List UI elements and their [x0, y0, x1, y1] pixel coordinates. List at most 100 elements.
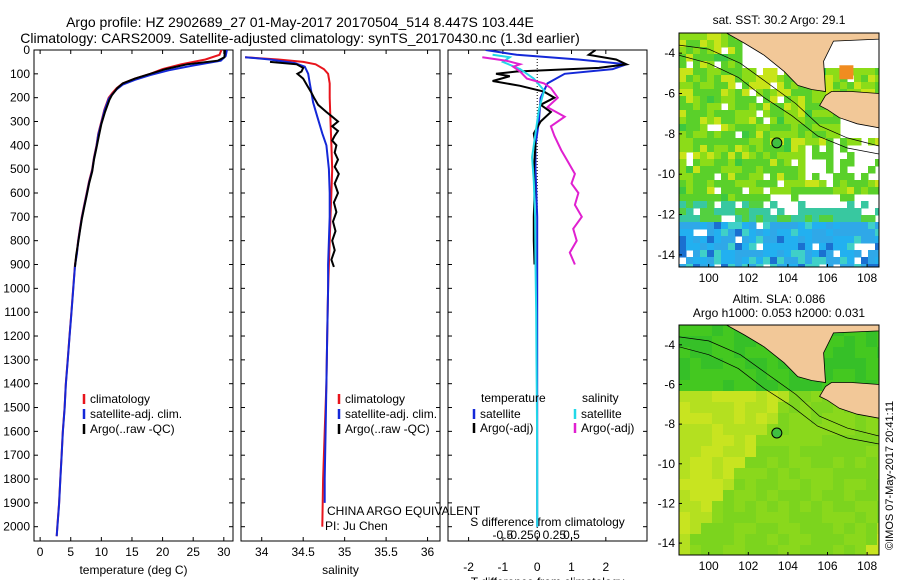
map-cell — [700, 96, 708, 104]
map-cell — [844, 545, 856, 555]
map-cell — [844, 358, 856, 370]
legend-label: Argo(-adj) — [581, 421, 634, 435]
map-cell — [723, 391, 735, 403]
map-cell — [700, 145, 708, 153]
map-cell — [840, 166, 848, 174]
map-cell — [826, 264, 834, 267]
map-field — [679, 325, 879, 555]
lon-tick-label: 106 — [817, 559, 837, 573]
lat-tick-label: -4 — [664, 338, 675, 352]
map-cell — [714, 68, 722, 76]
map-cell — [700, 201, 708, 209]
map-cell — [707, 250, 715, 258]
temperature-panel: 0100200300400500600700800900100011001200… — [3, 43, 234, 577]
map-cell — [707, 89, 715, 97]
legend-title: temperature — [481, 391, 546, 405]
map-cell — [798, 208, 806, 216]
map-cell — [778, 512, 790, 524]
map-cell — [700, 33, 708, 41]
map-cell — [866, 358, 878, 370]
depth-tick-label: 1800 — [3, 472, 30, 486]
map-cell — [714, 40, 722, 48]
map-cell — [721, 257, 729, 265]
map-cell — [811, 468, 823, 480]
map-cell — [791, 103, 799, 111]
depth-tick-label: 1200 — [3, 329, 30, 343]
map-cell — [833, 124, 841, 132]
map-cell — [679, 145, 687, 153]
map-cell — [855, 501, 867, 513]
map-cell — [822, 545, 834, 555]
map-cell — [840, 138, 848, 146]
map-cell — [701, 380, 713, 392]
map-cell — [714, 159, 722, 167]
map-cell — [686, 194, 694, 202]
map-cell — [728, 124, 736, 132]
map-cell — [700, 215, 708, 223]
map-cell — [826, 75, 834, 83]
map-cell — [679, 96, 687, 104]
map-cell — [822, 347, 834, 359]
map-cell — [847, 208, 855, 216]
map-cell — [721, 229, 729, 237]
map-cell — [734, 490, 746, 502]
map-cell — [735, 40, 743, 48]
map-cell — [877, 413, 879, 425]
map-cell — [693, 47, 701, 55]
map-cell — [693, 236, 701, 244]
depth-tick-label: 1100 — [4, 305, 30, 319]
map-cell — [742, 68, 750, 76]
map-cell — [777, 131, 785, 139]
map-cell — [812, 145, 820, 153]
map-cell — [770, 173, 778, 181]
map-cell — [770, 110, 778, 118]
x-tick-label: 10 — [95, 545, 109, 559]
map-cell — [819, 152, 827, 160]
map-cell — [798, 152, 806, 160]
map-cell — [700, 89, 708, 97]
map-cell — [826, 82, 834, 90]
map-cell — [693, 96, 701, 104]
map-cell — [811, 457, 823, 469]
map-cell — [798, 159, 806, 167]
map-cell — [805, 257, 813, 265]
map-cell — [723, 545, 735, 555]
legend-title: salinity — [582, 391, 619, 405]
map-cell — [800, 402, 812, 414]
map-cell — [700, 187, 708, 195]
sst-map-panel: 100 102 104 106 108 -4 -6 -8 -10 -12 -14 sat. SST: … — [658, 13, 880, 285]
map-cell — [728, 229, 736, 237]
map-cell — [861, 180, 869, 188]
map-cell — [777, 166, 785, 174]
map-cell — [819, 243, 827, 251]
map-cell — [735, 222, 743, 230]
map-cell — [679, 152, 687, 160]
map-cell — [721, 159, 729, 167]
salinity-panel: 34 34.5 35 35.5 36 salinity climatologysatelli… — [240, 49, 441, 577]
map-cell — [784, 96, 792, 104]
map-cell — [877, 358, 879, 370]
map-cell — [844, 512, 856, 524]
map-frame — [678, 324, 880, 556]
depth-tick-label: 300 — [10, 115, 30, 129]
x-tick-label: 15 — [125, 545, 139, 559]
map-cell — [712, 369, 724, 381]
map-cell — [714, 103, 722, 111]
map-cell — [745, 479, 757, 491]
map-cell — [701, 457, 713, 469]
map-cell — [690, 336, 702, 348]
map-cell — [686, 54, 694, 62]
map-cell — [798, 124, 806, 132]
map-cell — [735, 61, 743, 69]
map-cell — [707, 33, 715, 41]
x-tick-label: -2 — [463, 560, 474, 574]
map-cell — [679, 501, 691, 513]
map-cell — [798, 131, 806, 139]
map-cell — [844, 336, 856, 348]
bathymetry-contour — [679, 44, 879, 147]
map-cell — [791, 152, 799, 160]
map-cell — [712, 534, 724, 546]
map-cell — [798, 236, 806, 244]
map-cell — [749, 117, 757, 125]
